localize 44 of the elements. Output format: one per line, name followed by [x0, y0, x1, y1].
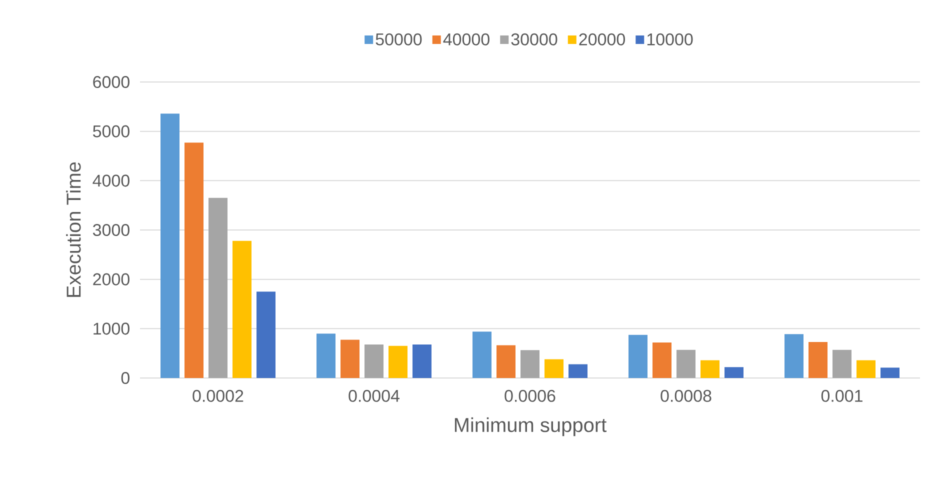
legend-label: 50000	[376, 33, 422, 46]
bar	[568, 364, 588, 378]
x-tick-label: 0.0006	[504, 390, 556, 402]
bar	[184, 142, 204, 378]
y-tick-label: 1000	[94, 322, 130, 335]
x-tick-label: 0.0008	[660, 390, 712, 402]
bar	[256, 292, 276, 378]
bar	[652, 342, 672, 378]
bar	[496, 345, 516, 378]
bar	[364, 344, 384, 378]
bar	[544, 359, 564, 378]
x-tick-label: 0.0002	[192, 390, 244, 402]
bar	[880, 368, 900, 378]
bar	[520, 350, 540, 378]
bar	[856, 360, 876, 378]
y-tick-label: 0	[121, 372, 130, 384]
legend-label: 10000	[647, 33, 693, 46]
bar	[160, 114, 180, 378]
x-tick-label: 0.0004	[348, 390, 400, 402]
bar	[628, 334, 648, 378]
bar	[676, 350, 696, 378]
bar	[232, 240, 252, 378]
bar	[784, 334, 804, 378]
y-tick-label: 5000	[93, 125, 130, 138]
x-tick-label: 0.001	[821, 390, 862, 402]
bar	[472, 332, 492, 378]
x-axis-title: Minimum support	[454, 417, 606, 436]
bar	[808, 342, 828, 378]
legend-label: 20000	[579, 33, 625, 46]
bar	[388, 346, 408, 378]
bar	[700, 360, 720, 378]
legend-label: 40000	[443, 33, 490, 46]
bar	[412, 344, 432, 378]
bar	[724, 367, 744, 378]
bar	[832, 350, 852, 378]
y-tick-label: 3000	[92, 224, 130, 236]
bar	[208, 198, 228, 378]
y-tick-label: 2000	[93, 273, 130, 286]
bar	[316, 334, 336, 378]
y-axis-title: Execution Time	[66, 162, 81, 297]
y-tick-label: 4000	[92, 174, 130, 187]
bar	[340, 340, 360, 378]
legend-label: 30000	[511, 33, 558, 46]
y-tick-label: 6000	[93, 76, 130, 88]
